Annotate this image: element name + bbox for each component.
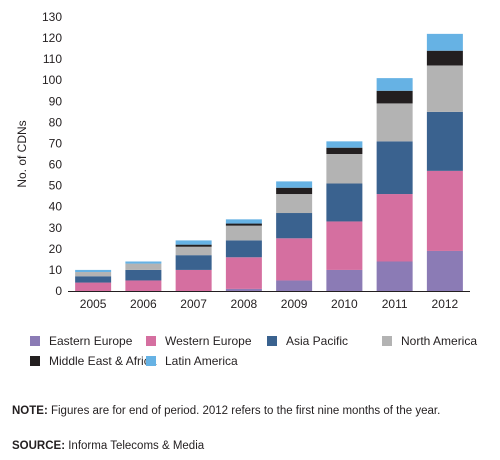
bar-segment-2012-western-europe: [426, 170, 463, 251]
bar-segment-2006-asia-pacific: [125, 269, 162, 281]
bar-segment-2012-middle-east-africa: [426, 50, 463, 66]
legend-swatch: [30, 336, 40, 346]
x-axis-ticks: 2005 2006 2007 2008 2009 2010 2011 2012: [80, 297, 459, 311]
bar-segment-2010-eastern-europe: [326, 269, 363, 291]
bars-group: [75, 33, 463, 291]
x-tick-label: 2005: [80, 297, 107, 311]
bar-segment-2005-western-europe: [75, 282, 112, 291]
legend-swatch: [267, 336, 277, 346]
x-tick-label: 2012: [432, 297, 459, 311]
x-tick-label: 2009: [281, 297, 308, 311]
bar-segment-2009-middle-east-africa: [276, 187, 313, 195]
legend-label: Asia Pacific: [286, 334, 349, 348]
x-tick-label: 2006: [130, 297, 157, 311]
bar-segment-2010-middle-east-africa: [326, 147, 363, 154]
legend-item-western-europe: Western Europe: [146, 334, 252, 348]
y-tick-label: 100: [42, 73, 62, 87]
bar-segment-2012-asia-pacific: [426, 111, 463, 171]
bar-segment-2008-eastern-europe: [225, 288, 262, 291]
y-tick-label: 130: [42, 10, 62, 24]
legend-item-eastern-europe: Eastern Europe: [30, 334, 132, 348]
source-label: SOURCE:: [12, 440, 66, 452]
y-tick-label: 90: [49, 94, 63, 108]
bar-segment-2010-latin-america: [326, 141, 363, 148]
bar-segment-2007-latin-america: [175, 240, 212, 245]
y-tick-label: 0: [55, 284, 62, 298]
bar-segment-2008-asia-pacific: [225, 240, 262, 258]
y-tick-label: 120: [42, 31, 62, 45]
legend-swatch: [382, 336, 392, 346]
legend-label: Eastern Europe: [49, 334, 133, 348]
legend-label: Middle East & Africa: [49, 354, 157, 368]
y-tick-label: 80: [49, 115, 63, 129]
source-text: SOURCE: Informa Telecoms & Media: [12, 440, 204, 452]
stacked-bar-chart: 0 10 20 30 40 50 60 70 80 90 100 110 120 130 2005 2006…: [15, 10, 470, 311]
legend-label: North America: [401, 334, 478, 348]
bar-segment-2009-eastern-europe: [276, 280, 313, 291]
y-tick-label: 70: [49, 136, 63, 150]
bar-segment-2007-north-america: [175, 246, 212, 256]
legend-item-asia-pacific: Asia Pacific: [267, 334, 348, 348]
y-axis-ticks: 0 10 20 30 40 50 60 70 80 90 100 110 120 130: [42, 10, 62, 298]
y-tick-label: 60: [49, 158, 63, 172]
bar-segment-2005-north-america: [75, 272, 112, 277]
bar-segment-2011-north-america: [376, 103, 413, 142]
x-tick-label: 2011: [382, 297, 408, 311]
y-tick-label: 50: [49, 179, 63, 193]
y-tick-label: 10: [49, 263, 63, 277]
x-tick-label: 2010: [331, 297, 358, 311]
y-axis-title: No. of CDNs: [15, 120, 29, 187]
bar-segment-2011-asia-pacific: [376, 141, 413, 195]
y-tick-label: 110: [43, 52, 62, 66]
note-body: Figures are for end of period. 2012 refe…: [47, 405, 441, 417]
bar-segment-2010-north-america: [326, 154, 363, 184]
bar-segment-2011-western-europe: [376, 194, 413, 262]
y-tick-label: 30: [49, 221, 63, 235]
bar-segment-2008-latin-america: [225, 219, 262, 224]
legend-label: Western Europe: [165, 334, 252, 348]
bar-segment-2007-western-europe: [175, 269, 212, 291]
note-text: NOTE: Figures are for end of period. 201…: [12, 405, 492, 417]
y-tick-label: 20: [49, 242, 63, 256]
bar-segment-2009-north-america: [276, 194, 313, 214]
legend-swatch: [146, 356, 156, 366]
legend-item-north-america: North America: [382, 334, 477, 348]
legend-swatch: [146, 336, 156, 346]
bar-segment-2006-latin-america: [125, 261, 162, 264]
bar-segment-2009-western-europe: [276, 238, 313, 281]
bar-segment-2009-latin-america: [276, 181, 313, 188]
bar-segment-2012-north-america: [426, 65, 463, 112]
bar-segment-2005-asia-pacific: [75, 276, 112, 283]
source-body: Informa Telecoms & Media: [65, 440, 205, 452]
x-tick-label: 2007: [180, 297, 207, 311]
bar-segment-2007-middle-east-africa: [175, 244, 212, 247]
bar-segment-2006-western-europe: [125, 280, 162, 291]
bar-segment-2012-latin-america: [426, 33, 463, 51]
bar-segment-2011-eastern-europe: [376, 261, 413, 291]
y-tick-label: 40: [49, 200, 63, 214]
legend-label: Latin America: [165, 354, 238, 368]
bar-segment-2005-latin-america: [75, 269, 112, 273]
note-label: NOTE:: [12, 405, 48, 417]
bar-segment-2007-asia-pacific: [175, 255, 212, 270]
legend-item-middle-east-africa: Middle East & Africa: [30, 354, 156, 368]
bar-segment-2011-latin-america: [376, 78, 413, 91]
x-tick-label: 2008: [231, 297, 258, 311]
legend-item-latin-america: Latin America: [146, 354, 238, 368]
bar-segment-2008-north-america: [225, 225, 262, 241]
bar-segment-2010-western-europe: [326, 221, 363, 270]
bar-segment-2011-middle-east-africa: [376, 90, 413, 104]
bar-segment-2008-western-europe: [225, 257, 262, 289]
bar-segment-2008-middle-east-africa: [225, 223, 262, 226]
bar-segment-2012-eastern-europe: [426, 250, 463, 291]
legend-swatch: [30, 356, 40, 366]
bar-segment-2010-asia-pacific: [326, 183, 363, 222]
bar-segment-2009-asia-pacific: [276, 213, 313, 239]
bar-segment-2006-north-america: [125, 263, 162, 270]
